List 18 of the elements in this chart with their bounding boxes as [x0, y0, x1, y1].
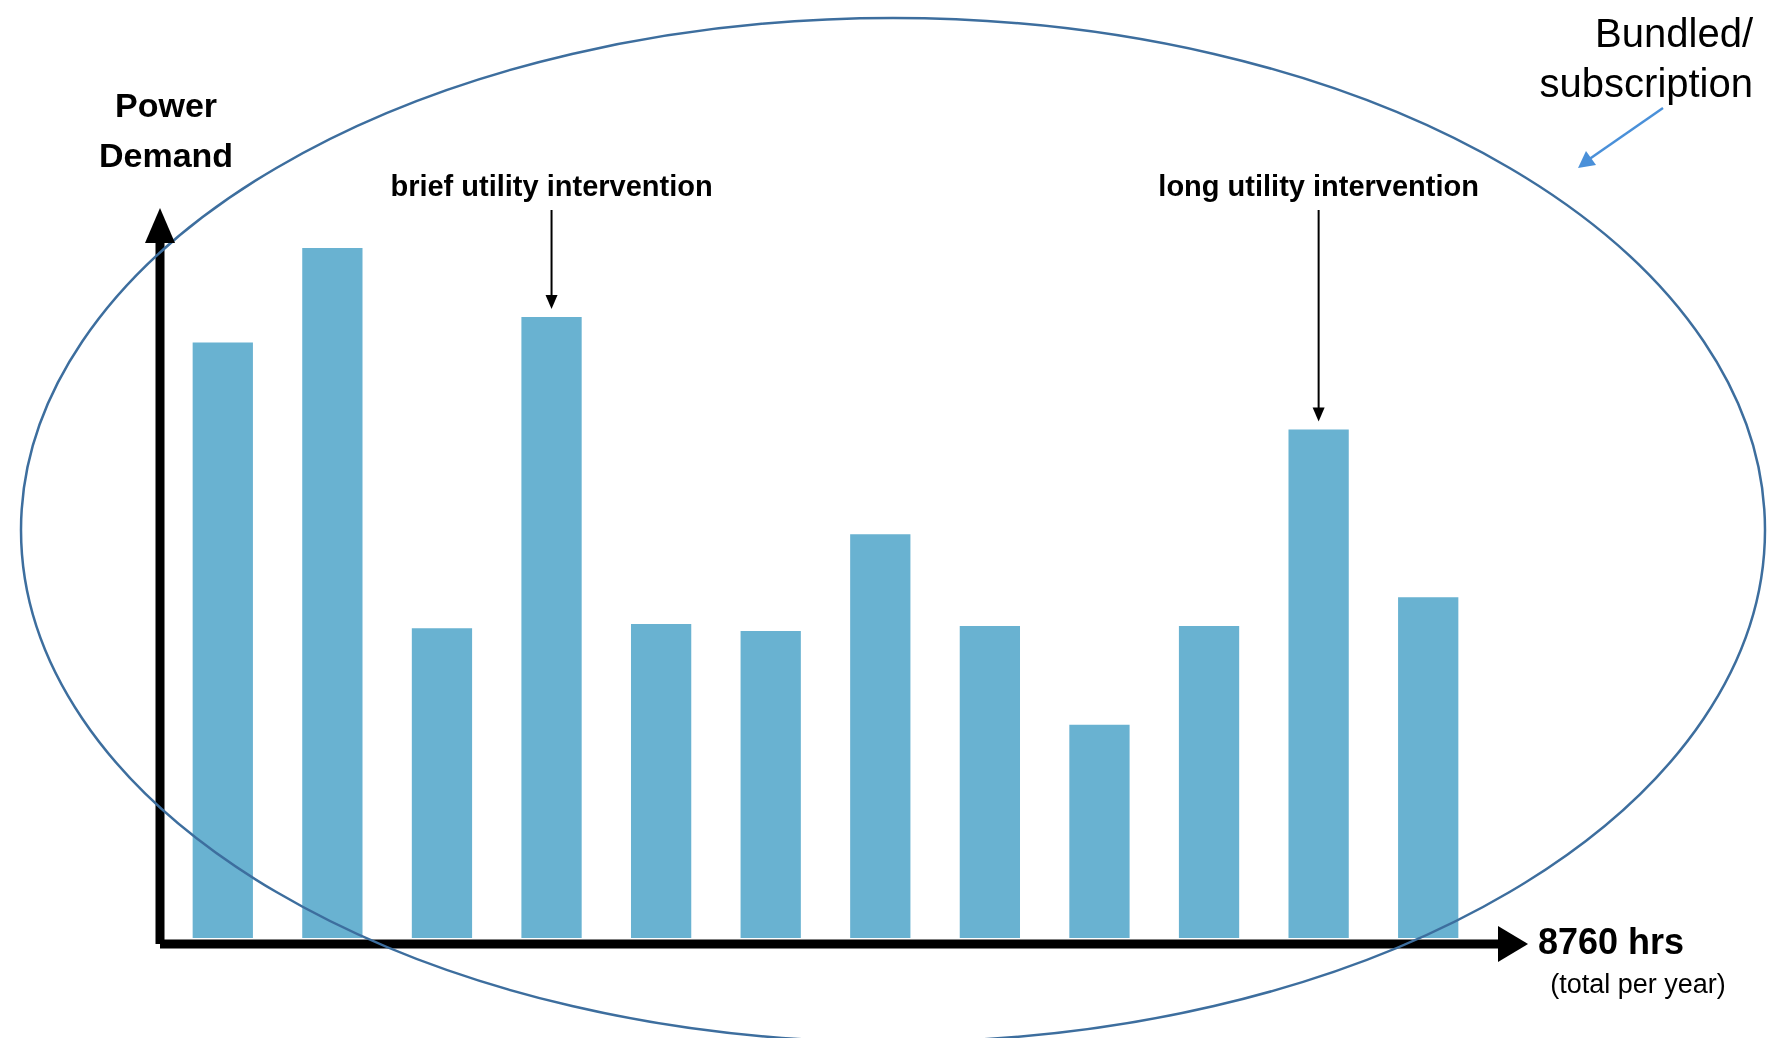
y-axis-title: Power Demand — [98, 86, 234, 175]
text: Bundled/ subscription — [1539, 11, 1754, 106]
bar — [1288, 429, 1349, 938]
bar — [959, 626, 1021, 938]
bar — [740, 630, 801, 938]
bar — [630, 624, 692, 938]
bar — [850, 534, 911, 938]
bar — [521, 317, 582, 938]
bar — [1178, 626, 1240, 938]
text: long utility intervention — [1158, 170, 1479, 202]
text: brief utility intervention — [390, 170, 713, 202]
bar — [1398, 597, 1459, 938]
bar — [411, 628, 473, 938]
bar — [192, 342, 253, 938]
x-axis-title: 8760 hrs — [1538, 920, 1685, 962]
text: (total per year) — [1550, 969, 1726, 1000]
bar — [302, 248, 363, 938]
bar — [1069, 724, 1130, 938]
